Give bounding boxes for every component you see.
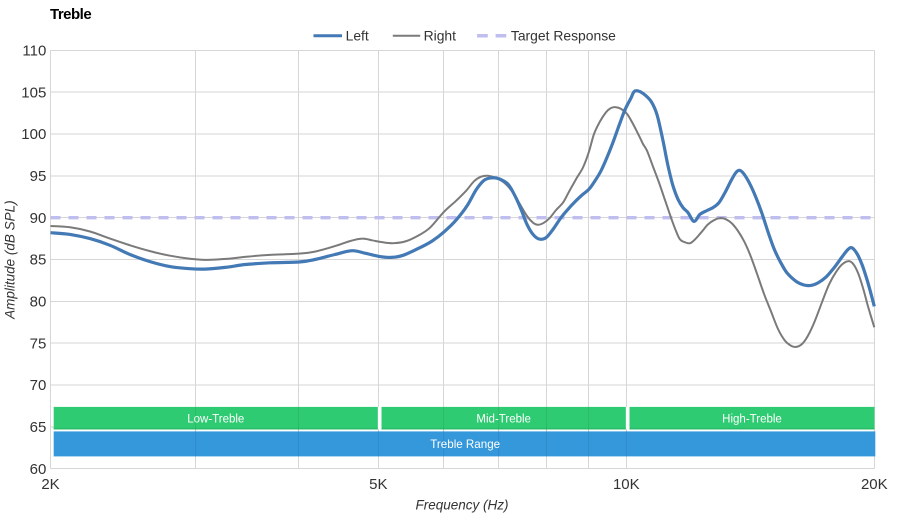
svg-text:85: 85 [30, 252, 47, 269]
svg-text:High-Treble: High-Treble [722, 413, 782, 425]
svg-text:Low-Treble: Low-Treble [187, 413, 244, 425]
svg-text:110: 110 [22, 43, 46, 60]
svg-text:Frequency (Hz): Frequency (Hz) [415, 498, 508, 513]
svg-text:Right: Right [424, 27, 457, 43]
svg-text:90: 90 [30, 210, 47, 227]
svg-text:Left: Left [346, 27, 369, 43]
svg-text:Amplitude (dB SPL): Amplitude (dB SPL) [3, 200, 18, 320]
svg-text:20K: 20K [861, 476, 888, 493]
svg-text:65: 65 [30, 419, 47, 436]
svg-text:Treble Range: Treble Range [430, 438, 500, 451]
svg-text:70: 70 [30, 377, 47, 394]
svg-text:95: 95 [30, 168, 47, 185]
svg-text:2K: 2K [41, 476, 59, 493]
svg-text:60: 60 [30, 461, 47, 478]
svg-text:105: 105 [21, 84, 46, 101]
svg-text:Treble: Treble [50, 6, 91, 23]
svg-text:10K: 10K [613, 476, 640, 493]
svg-text:Target Response: Target Response [511, 27, 616, 43]
svg-text:5K: 5K [369, 476, 387, 493]
svg-text:Mid-Treble: Mid-Treble [476, 413, 531, 425]
svg-text:100: 100 [21, 126, 46, 143]
svg-text:75: 75 [30, 335, 47, 352]
svg-text:80: 80 [30, 294, 47, 311]
